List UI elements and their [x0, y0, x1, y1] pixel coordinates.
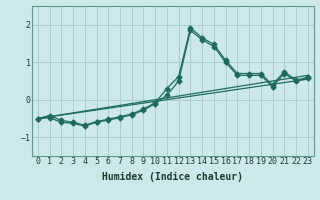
X-axis label: Humidex (Indice chaleur): Humidex (Indice chaleur) — [102, 172, 243, 182]
